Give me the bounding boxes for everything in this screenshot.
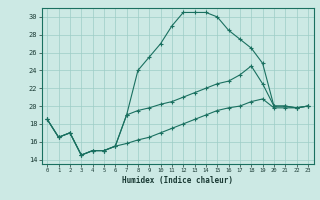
X-axis label: Humidex (Indice chaleur): Humidex (Indice chaleur)	[122, 176, 233, 185]
